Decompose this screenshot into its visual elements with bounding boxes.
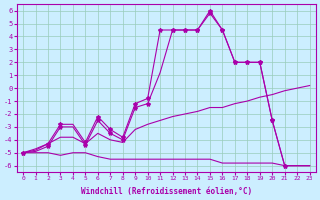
X-axis label: Windchill (Refroidissement éolien,°C): Windchill (Refroidissement éolien,°C) bbox=[81, 187, 252, 196]
